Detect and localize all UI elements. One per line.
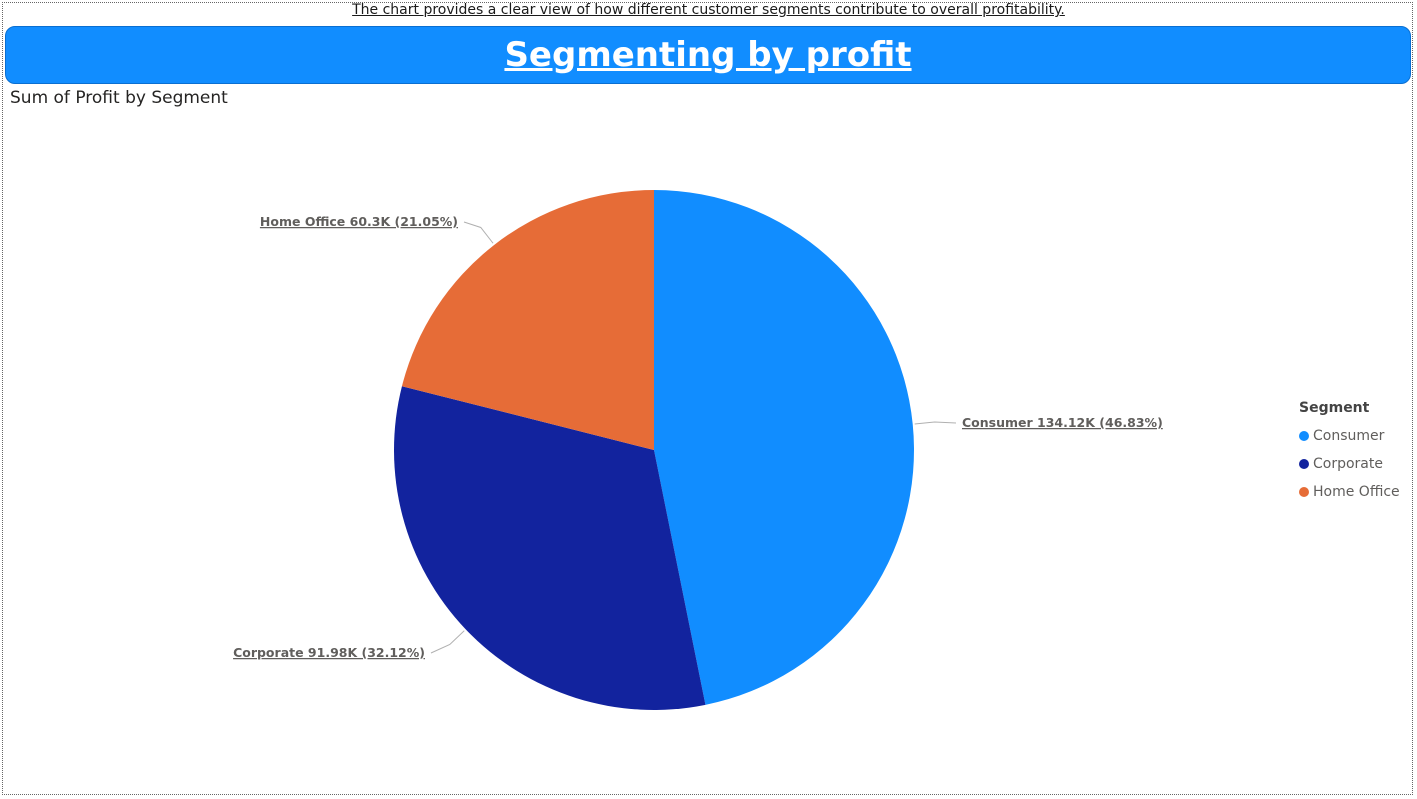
chart-title: Sum of Profit by Segment bbox=[10, 88, 228, 108]
data-label: Home Office 60.3K (21.05%) bbox=[260, 214, 458, 229]
legend-swatch-icon bbox=[1299, 431, 1309, 441]
legend-label: Consumer bbox=[1313, 428, 1385, 444]
legend-swatch-icon bbox=[1299, 487, 1309, 497]
pie-slice-corporate[interactable] bbox=[393, 386, 706, 710]
page-title: Segmenting by profit bbox=[504, 35, 912, 75]
legend-label: Home Office bbox=[1313, 484, 1400, 500]
legend-item[interactable]: Home Office bbox=[1299, 478, 1400, 506]
chart-legend[interactable]: Segment Consumer Corporate Home Office bbox=[1299, 400, 1400, 506]
legend-label: Corporate bbox=[1313, 456, 1383, 472]
legend-swatch-icon bbox=[1299, 459, 1309, 469]
data-label: Consumer 134.12K (46.83%) bbox=[962, 415, 1163, 430]
data-label: Corporate 91.98K (32.12%) bbox=[233, 645, 425, 660]
leader-line bbox=[430, 630, 465, 654]
leader-line bbox=[463, 221, 494, 244]
legend-item[interactable]: Consumer bbox=[1299, 422, 1400, 450]
chart-caption: The chart provides a clear view of how d… bbox=[352, 2, 1065, 18]
legend-title: Segment bbox=[1299, 400, 1370, 416]
pie-slice-home-office[interactable] bbox=[401, 190, 654, 450]
pie-slice-consumer[interactable] bbox=[654, 190, 914, 705]
leader-line bbox=[914, 421, 957, 425]
title-banner: Segmenting by profit bbox=[5, 26, 1411, 84]
legend-item[interactable]: Corporate bbox=[1299, 450, 1400, 478]
